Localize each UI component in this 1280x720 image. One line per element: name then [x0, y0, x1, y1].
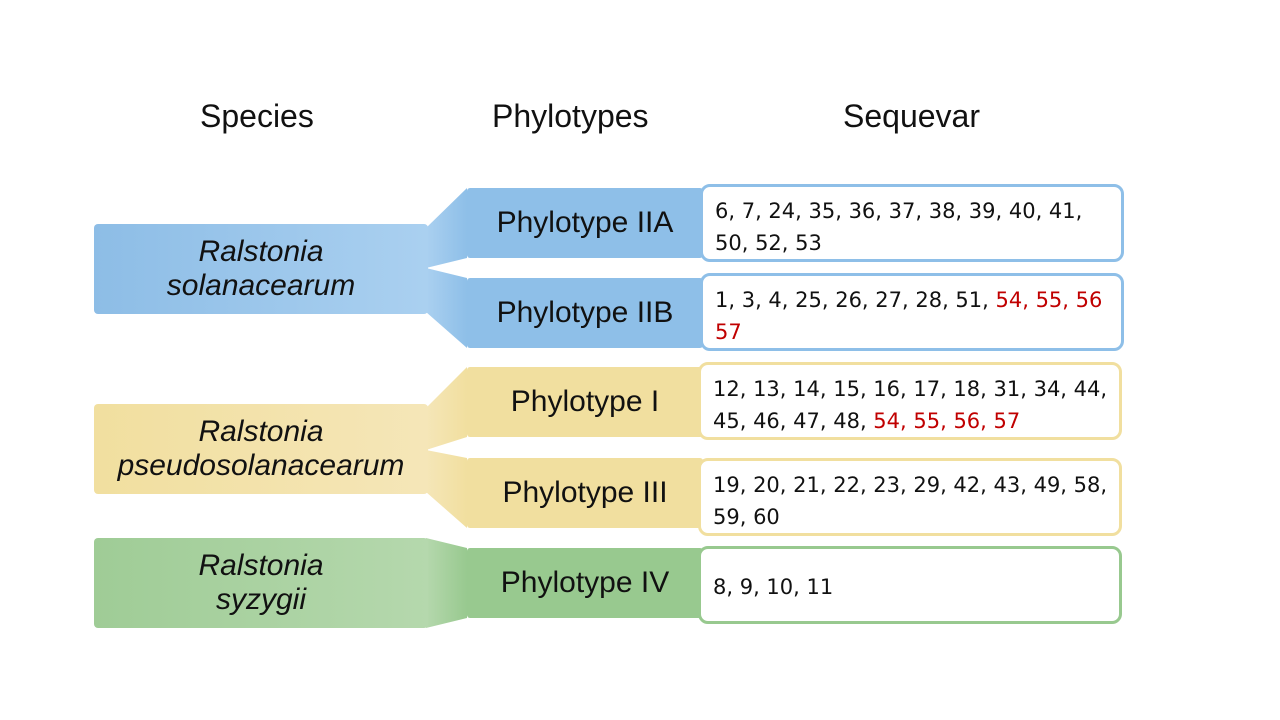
- connector-solanacearum-iib: [426, 268, 467, 348]
- species-name-line1: Ralstonia: [198, 235, 324, 268]
- sequevar-box-iia: 6, 7, 24, 35, 36, 37, 38, 39, 40, 41, 50…: [700, 184, 1124, 262]
- sequevar-line2: 45, 46, 47, 48, 54, 55, 56, 57: [713, 409, 1021, 433]
- phylotype-box-iib: Phylotype IIB: [467, 278, 703, 348]
- sequevar-line1: 1, 3, 4, 25, 26, 27, 28, 51, 54, 55, 56: [715, 288, 1103, 312]
- species-name-line2: pseudosolanacearum: [117, 449, 405, 482]
- species-name-line2: solanacearum: [166, 269, 356, 302]
- sequevar-line1: 19, 20, 21, 22, 23, 29, 42, 43, 49, 58,: [713, 473, 1108, 497]
- species-box-syzygii: Ralstonia syzygii: [94, 538, 428, 628]
- species-name-line1: Ralstonia: [198, 415, 324, 448]
- sequevar-box-iii: 19, 20, 21, 22, 23, 29, 42, 43, 49, 58, …: [698, 458, 1122, 536]
- highlighted-sequevars: 54, 55, 56: [995, 288, 1103, 312]
- highlighted-sequevars: 57: [715, 320, 742, 344]
- highlighted-sequevars: 54, 55, 56, 57: [873, 409, 1021, 433]
- sequevar-line2: 59, 60: [713, 505, 780, 529]
- phylotypes-column-header: Phylotypes: [492, 98, 649, 134]
- connector-pseudosolanacearum-i: [426, 367, 467, 450]
- sequevar-line1: 8, 9, 10, 11: [713, 575, 834, 599]
- species-box-solanacearum: Ralstonia solanacearum: [94, 224, 428, 314]
- sequevar-box-iv: 8, 9, 10, 11: [698, 546, 1122, 624]
- species-column-header: Species: [200, 98, 314, 134]
- species-name-line2: syzygii: [215, 583, 306, 616]
- sequevar-column-header: Sequevar: [843, 98, 980, 134]
- phylotype-box-iii: Phylotype III: [467, 458, 703, 528]
- sequevar-box-iib: 1, 3, 4, 25, 26, 27, 28, 51, 54, 55, 56 …: [700, 273, 1124, 351]
- sequevar-line2: 57: [715, 316, 1109, 348]
- phylotype-box-iv: Phylotype IV: [467, 548, 703, 618]
- sequevar-line1: 6, 7, 24, 35, 36, 37, 38, 39, 40, 41,: [715, 199, 1083, 223]
- phylotype-box-iia: Phylotype IIA: [467, 188, 703, 258]
- phylotype-box-i: Phylotype I: [467, 367, 703, 437]
- sequevar-line2: 50, 52, 53: [715, 231, 822, 255]
- connector-syzygii-iv: [426, 538, 467, 628]
- species-box-pseudosolanacearum: Ralstonia pseudosolanacearum: [94, 404, 428, 494]
- species-name-line1: Ralstonia: [198, 549, 324, 582]
- sequevar-line1: 12, 13, 14, 15, 16, 17, 18, 31, 34, 44,: [713, 377, 1108, 401]
- sequevar-box-i: 12, 13, 14, 15, 16, 17, 18, 31, 34, 44, …: [698, 362, 1122, 440]
- connector-pseudosolanacearum-iii: [426, 450, 467, 528]
- connector-solanacearum-iia: [426, 188, 467, 268]
